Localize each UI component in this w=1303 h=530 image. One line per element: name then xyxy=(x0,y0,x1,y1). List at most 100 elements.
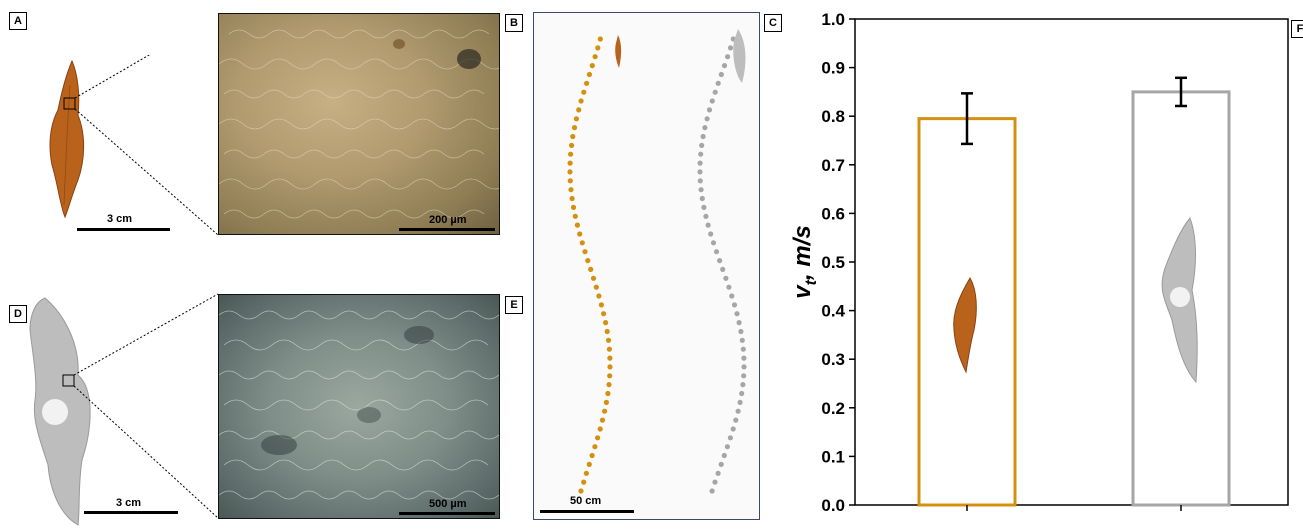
panel-label-b: B xyxy=(505,14,523,32)
trajectory-dot-orange xyxy=(567,169,573,175)
trajectory-dot-orange xyxy=(578,98,584,104)
trajectory-dot-orange xyxy=(603,399,609,405)
trajectory-dot-gray xyxy=(712,479,718,485)
trajectory-dot-orange xyxy=(604,328,610,335)
trajectory-dot-orange xyxy=(606,382,612,388)
trajectory-dot-orange xyxy=(607,355,613,361)
y-tick-label: 0.9 xyxy=(821,59,845,78)
trajectory-dot-orange xyxy=(592,444,598,450)
trajectory-dot-gray xyxy=(718,461,724,467)
trajectory-dot-gray xyxy=(737,399,743,405)
trajectory-dot-orange xyxy=(595,45,601,51)
trajectory-dot-gray xyxy=(726,284,732,290)
trajectory-dot-gray xyxy=(698,151,704,157)
trajectory-dot-orange xyxy=(597,36,603,42)
trajectory-dot-gray xyxy=(710,240,717,246)
trajectory-dot-gray xyxy=(702,125,708,131)
trajectory-dot-gray xyxy=(709,488,715,494)
micrograph-e: 500 µm xyxy=(218,294,500,519)
trajectory-dot-orange xyxy=(576,107,582,113)
trajectory-dot-orange xyxy=(567,178,573,184)
trajectory-dot-orange xyxy=(569,142,575,148)
bar-chart-f: 0.0 0.1 0.2 0.3 0.4 0.5 0.6 0.7 0.8 0.9 1.0 vt, m/s xyxy=(789,10,1289,515)
y-tick-label: 0.0 xyxy=(821,496,845,515)
panel-label-a: A xyxy=(9,12,27,30)
trajectory-dot-orange xyxy=(568,187,574,193)
trajectory-dot-orange xyxy=(570,133,576,140)
leaf-icon-gray xyxy=(733,29,746,83)
trajectory-dot-orange xyxy=(592,54,598,60)
trajectory-dot-gray xyxy=(739,337,745,343)
trajectory-dot-gray xyxy=(731,302,738,308)
trajectory-dot-gray xyxy=(741,373,747,379)
leaf-a-illustration xyxy=(49,55,219,236)
trajectory-dot-gray xyxy=(741,364,747,370)
trajectory-dot-orange xyxy=(590,275,597,281)
trajectory-dot-gray xyxy=(721,63,728,69)
trajectory-dot-orange xyxy=(598,302,604,308)
trajectory-dot-orange xyxy=(572,213,578,219)
trajectory-dot-orange xyxy=(602,408,608,414)
trajectory-dot-gray xyxy=(697,169,703,175)
trajectory-dot-gray xyxy=(718,71,724,78)
trajectory-dot-orange xyxy=(589,452,595,459)
trajectory-dot-orange xyxy=(607,364,613,370)
trajectory-dot-gray xyxy=(715,80,721,86)
trajectory-dot-orange xyxy=(585,258,591,264)
scale-bar-c xyxy=(540,510,634,513)
trajectory-dot-gray xyxy=(735,408,741,414)
trajectory-dot-orange xyxy=(605,390,611,397)
scale-bar-e xyxy=(399,512,495,515)
leaf-d-illustration xyxy=(29,293,219,526)
trajectory-dot-gray xyxy=(699,195,705,202)
panel-label-c: C xyxy=(764,14,782,32)
trajectory-dot-orange xyxy=(577,231,583,237)
scale-label-a: 3 cm xyxy=(107,213,133,225)
scale-bar-d xyxy=(84,511,178,514)
trajectory-dot-gray xyxy=(734,311,740,317)
trajectory-dot-orange xyxy=(582,249,588,255)
trajectory-dot-gray xyxy=(723,275,729,281)
trajectory-dot-orange xyxy=(601,311,607,317)
trajectory-dot-gray xyxy=(738,328,744,335)
trajectory-dot-orange xyxy=(584,80,590,86)
trajectory-dot-orange xyxy=(606,346,612,352)
trajectory-dot-gray xyxy=(740,382,746,388)
trajectory-dot-gray xyxy=(700,133,706,140)
y-axis-title-text: vt, m/s xyxy=(789,225,820,298)
trajectory-plot xyxy=(567,29,747,494)
micrograph-e-texture xyxy=(219,310,499,500)
y-tick-label: 0.3 xyxy=(821,350,845,369)
trajectory-dot-gray xyxy=(727,45,734,51)
panel-label-d: D xyxy=(9,305,27,323)
y-tick-label: 0.5 xyxy=(821,253,845,272)
trajectory-dot-orange xyxy=(597,426,603,432)
micrograph-b-texture xyxy=(219,29,499,219)
trajectory-dot-gray xyxy=(704,116,710,122)
trajectory-dot-gray xyxy=(697,160,703,166)
trajectory-dot-orange xyxy=(581,479,587,485)
y-tick-label: 0.7 xyxy=(821,156,845,175)
trajectory-dot-orange xyxy=(607,373,613,379)
trajectory-dot-orange xyxy=(589,63,595,69)
trajectory-dot-gray xyxy=(706,107,713,113)
y-tick-label: 0.1 xyxy=(821,447,845,466)
trajectory-dot-gray xyxy=(730,426,736,432)
scale-label-e: 500 µm xyxy=(429,498,467,510)
y-tick-label: 0.2 xyxy=(821,399,845,418)
trajectory-panel-c: 50 cm xyxy=(533,12,760,520)
trajectory-dot-orange xyxy=(603,320,609,326)
trajectory-dot-gray xyxy=(741,355,747,361)
y-tick-label: 0.6 xyxy=(821,204,845,223)
trajectory-dot-gray xyxy=(725,54,731,60)
trajectory-dot-gray xyxy=(733,417,739,423)
trajectory-dot-gray xyxy=(717,258,723,264)
trajectory-dot-orange xyxy=(579,240,585,246)
scale-label-b: 200 µm xyxy=(429,214,467,226)
leaf-pictogram-gray-dot xyxy=(1170,287,1190,307)
trajectory-dot-gray xyxy=(708,231,714,237)
trajectory-dot-gray xyxy=(698,187,704,193)
trajectory-dot-gray xyxy=(709,98,715,104)
trajectory-dot-orange xyxy=(581,89,587,95)
panel-label-f: F xyxy=(1291,20,1303,38)
